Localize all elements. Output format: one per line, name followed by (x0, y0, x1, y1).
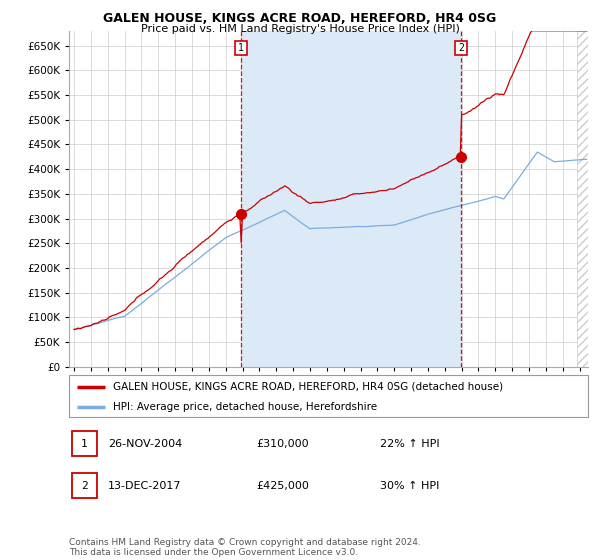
Bar (241, 31, 461, 367)
FancyBboxPatch shape (71, 473, 97, 498)
FancyBboxPatch shape (235, 41, 247, 55)
Text: 13-DEC-2017: 13-DEC-2017 (108, 481, 181, 491)
Text: 1: 1 (238, 43, 244, 53)
FancyBboxPatch shape (71, 431, 97, 456)
Text: 26-NOV-2004: 26-NOV-2004 (108, 439, 182, 449)
Text: 22% ↑ HPI: 22% ↑ HPI (380, 439, 440, 449)
Text: Price paid vs. HM Land Registry's House Price Index (HPI): Price paid vs. HM Land Registry's House … (140, 24, 460, 34)
Text: 2: 2 (80, 481, 88, 491)
Text: HPI: Average price, detached house, Herefordshire: HPI: Average price, detached house, Here… (113, 402, 377, 412)
Text: 1: 1 (80, 439, 88, 449)
Text: £425,000: £425,000 (256, 481, 309, 491)
Text: 2: 2 (458, 43, 464, 53)
Text: GALEN HOUSE, KINGS ACRE ROAD, HEREFORD, HR4 0SG: GALEN HOUSE, KINGS ACRE ROAD, HEREFORD, … (103, 12, 497, 25)
FancyBboxPatch shape (69, 375, 588, 417)
FancyBboxPatch shape (455, 41, 467, 55)
Text: GALEN HOUSE, KINGS ACRE ROAD, HEREFORD, HR4 0SG (detached house): GALEN HOUSE, KINGS ACRE ROAD, HEREFORD, … (113, 381, 503, 391)
Text: Contains HM Land Registry data © Crown copyright and database right 2024.
This d: Contains HM Land Registry data © Crown c… (69, 538, 421, 557)
Text: £310,000: £310,000 (256, 439, 308, 449)
Bar (577, 31, 588, 367)
Text: 30% ↑ HPI: 30% ↑ HPI (380, 481, 440, 491)
